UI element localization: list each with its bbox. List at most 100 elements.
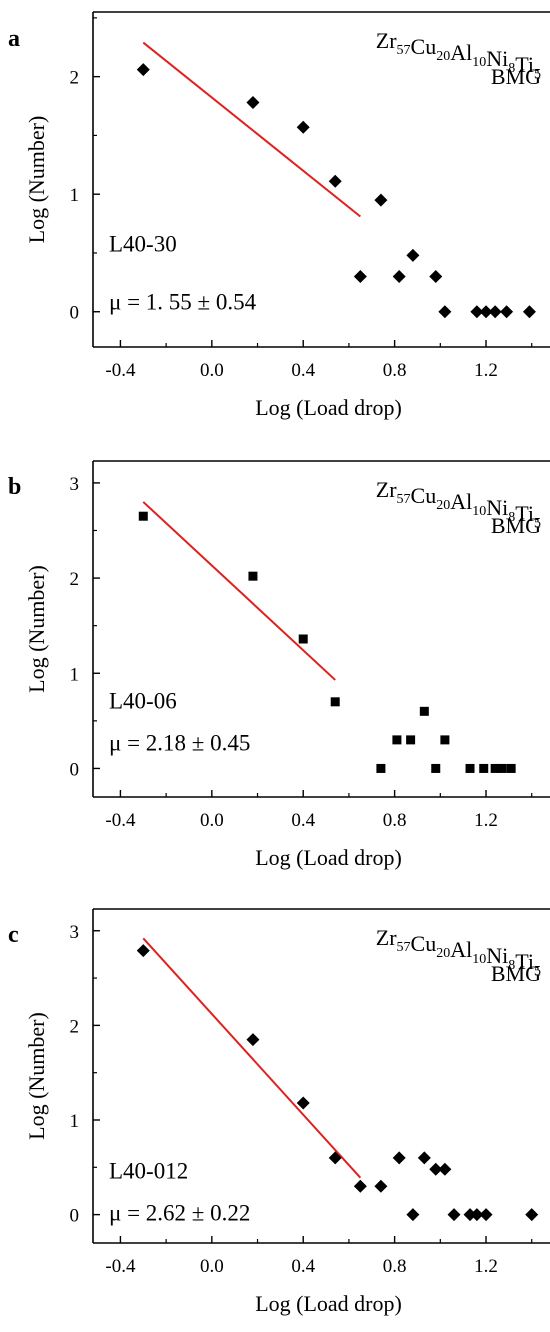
element-subscript: 20 bbox=[436, 946, 450, 961]
x-tick-label: 0.4 bbox=[291, 1256, 315, 1277]
data-point-diamond bbox=[463, 1208, 477, 1222]
x-axis-title: Log (Load drop) bbox=[255, 395, 402, 420]
x-tick-label: 0.8 bbox=[383, 810, 407, 831]
data-point-diamond bbox=[328, 1151, 342, 1165]
y-tick-label: 2 bbox=[70, 1016, 80, 1037]
data-point-square bbox=[465, 763, 475, 773]
data-point-diamond bbox=[406, 1208, 420, 1222]
material-formula: Zr57Cu20Al10Ni8Ti5 bbox=[376, 925, 541, 979]
power-law-fit-line bbox=[142, 41, 361, 218]
data-point-square bbox=[406, 735, 416, 745]
data-point-diamond bbox=[296, 1096, 310, 1110]
element-symbol: Cu bbox=[411, 34, 437, 59]
data-point-diamond bbox=[136, 63, 150, 77]
data-point-diamond bbox=[447, 1208, 461, 1222]
element-symbol: Al bbox=[450, 40, 472, 65]
power-law-fit-line bbox=[142, 937, 362, 1179]
data-point-diamond bbox=[406, 248, 420, 262]
x-tick-label: 0.0 bbox=[200, 1256, 224, 1277]
y-tick-label: 0 bbox=[70, 1206, 80, 1227]
x-axis-title: Log (Load drop) bbox=[255, 1291, 402, 1316]
x-tick-label: 0.8 bbox=[383, 360, 407, 381]
panel-letter: b bbox=[8, 474, 21, 500]
element-symbol: Cu bbox=[411, 931, 437, 956]
element-symbol: Ni bbox=[486, 46, 508, 71]
element-symbol: Ti bbox=[515, 949, 534, 974]
element-subscript: 10 bbox=[472, 504, 486, 519]
panel-c: -0.4 0.0 0.4 0.8 1.2 0 1 2 3 Log (Load drop) Log (… bbox=[8, 908, 550, 1316]
y-tick-label: 2 bbox=[70, 68, 80, 89]
sample-label: L40-06 bbox=[109, 688, 177, 713]
y-tick-label: 0 bbox=[70, 759, 80, 780]
element-symbol: Ti bbox=[515, 501, 534, 526]
y-tick-label: 3 bbox=[70, 474, 80, 495]
element-subscript: 5 bbox=[534, 964, 541, 979]
data-point-diamond bbox=[438, 1162, 452, 1176]
x-tick-label: 0.4 bbox=[291, 360, 315, 381]
y-axis-title: Log (Number) bbox=[24, 1012, 49, 1140]
mu-annotation: μ = 2.62 ± 0.22 bbox=[109, 1201, 250, 1226]
data-point-diamond bbox=[429, 269, 443, 283]
data-point-square bbox=[330, 697, 340, 707]
x-tick-label: 1.2 bbox=[474, 1256, 498, 1277]
element-symbol: Al bbox=[450, 937, 472, 962]
data-point-diamond bbox=[374, 1179, 388, 1193]
power-law-fit-line bbox=[142, 501, 336, 681]
sample-label: L40-012 bbox=[109, 1159, 188, 1184]
panel-a: -0.4 0.0 0.4 0.8 1.2 0 1 2 Log (Load drop) Log (N… bbox=[8, 11, 550, 420]
element-subscript: 8 bbox=[508, 510, 515, 525]
y-axis-title: Log (Number) bbox=[24, 565, 49, 693]
sample-label: L40-30 bbox=[109, 232, 177, 257]
x-axis-title: Log (Load drop) bbox=[255, 845, 402, 870]
x-tick-label: -0.4 bbox=[105, 360, 136, 381]
element-subscript: 57 bbox=[397, 43, 411, 58]
data-point-diamond bbox=[246, 96, 260, 110]
element-symbol: Zr bbox=[376, 925, 397, 950]
element-symbol: Ni bbox=[486, 495, 508, 520]
element-subscript: 20 bbox=[436, 49, 450, 64]
element-symbol: Ti bbox=[515, 52, 534, 77]
x-tick-label: -0.4 bbox=[105, 810, 136, 831]
y-tick-label: 2 bbox=[70, 569, 80, 590]
data-point-diamond bbox=[392, 1151, 406, 1165]
data-point-diamond bbox=[392, 269, 406, 283]
data-point-diamond bbox=[438, 305, 452, 319]
data-point-square bbox=[138, 511, 148, 521]
panel-letter: c bbox=[8, 922, 19, 948]
element-subscript: 8 bbox=[508, 958, 515, 973]
data-point-diamond bbox=[246, 1033, 260, 1047]
y-tick-label: 1 bbox=[70, 664, 80, 685]
material-type: BMG bbox=[491, 961, 541, 986]
y-tick-label: 1 bbox=[70, 185, 80, 206]
data-point-diamond bbox=[500, 305, 514, 319]
element-symbol: Ni bbox=[486, 943, 508, 968]
y-tick-label: 1 bbox=[70, 1111, 80, 1132]
mu-annotation: μ = 1. 55 ± 0.54 bbox=[109, 290, 257, 315]
element-subscript: 5 bbox=[534, 516, 541, 531]
data-point-diamond bbox=[296, 120, 310, 134]
y-axis-title: Log (Number) bbox=[24, 116, 49, 244]
data-point-diamond bbox=[488, 305, 502, 319]
material-type: BMG bbox=[491, 64, 541, 89]
data-point-diamond bbox=[429, 1162, 443, 1176]
data-point-diamond bbox=[353, 1179, 367, 1193]
data-point-diamond bbox=[353, 269, 367, 283]
x-tick-label: 1.2 bbox=[474, 360, 498, 381]
mu-annotation: μ = 2.18 ± 0.45 bbox=[109, 730, 250, 755]
data-point-square bbox=[506, 763, 516, 773]
element-subscript: 5 bbox=[534, 67, 541, 82]
data-point-diamond bbox=[470, 1208, 484, 1222]
data-point-square bbox=[440, 735, 450, 745]
data-point-square bbox=[479, 763, 489, 773]
material-formula: Zr57Cu20Al10Ni8Ti5 bbox=[376, 28, 541, 82]
data-point-square bbox=[490, 763, 500, 773]
element-symbol: Zr bbox=[376, 477, 397, 502]
element-symbol: Al bbox=[450, 489, 472, 514]
data-point-square bbox=[298, 634, 308, 644]
element-symbol: Zr bbox=[376, 28, 397, 53]
x-tick-label: 1.2 bbox=[474, 810, 498, 831]
x-tick-label: 0.0 bbox=[200, 360, 224, 381]
y-tick-label: 3 bbox=[70, 922, 80, 943]
data-point-diamond bbox=[136, 944, 150, 958]
